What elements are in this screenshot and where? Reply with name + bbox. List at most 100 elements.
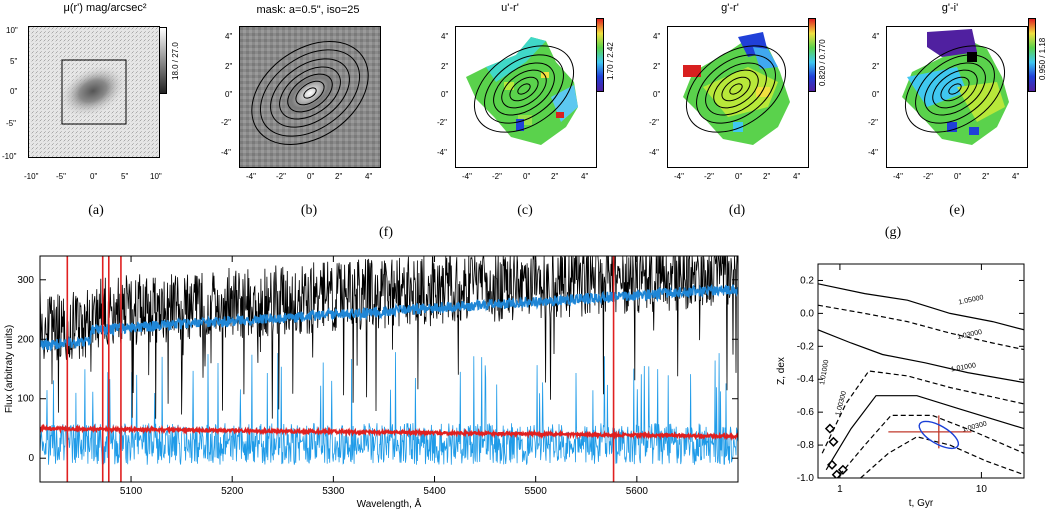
panel-e-xtick: 0" (954, 172, 962, 181)
panel-b-ytick: 2" (225, 62, 233, 71)
panel-a-image (28, 26, 160, 158)
y-tick-label: -1.0 (797, 473, 815, 484)
panel-e-image (886, 26, 1028, 168)
panel-a-xtick: -10" (24, 172, 39, 181)
y-axis-label: Flux (arbitraty units) (4, 325, 15, 413)
contour-marker (824, 423, 835, 434)
age-metallicity-chart: 1.050001.030001.010001.010001.003001.003… (776, 263, 1025, 509)
panel-a-colorbar (159, 27, 167, 94)
panel-a-xtick: -5" (56, 172, 66, 181)
panel-c-xtick: 2" (551, 172, 559, 181)
y-tick-label: -0.6 (797, 407, 815, 418)
y-tick-label: 200 (17, 334, 34, 345)
x-tick-label: 5600 (626, 486, 649, 497)
contour-line (839, 414, 1024, 476)
panel-d-xtick: -2" (704, 172, 714, 181)
panel-d-image (667, 26, 809, 168)
x-tick-label: 5300 (322, 486, 345, 497)
panel-e-xtick: 4" (1012, 172, 1020, 181)
y-tick-label: 0.0 (800, 308, 814, 319)
residuals-line (40, 352, 738, 465)
contour-line (818, 283, 1024, 331)
panel-b-ytick: 4" (225, 32, 233, 41)
y-tick-label: -0.2 (797, 341, 815, 352)
caption-b: (b) (300, 203, 318, 218)
panel-a-xtick: 0" (90, 172, 98, 181)
panel-e-cbar-label: 0.950 / 1.18 (1038, 37, 1047, 80)
y-tick-label: 0 (28, 453, 34, 464)
panel-a-ytick: 10" (6, 26, 18, 35)
contour-marker (837, 464, 848, 475)
x-tick-label: 5400 (423, 486, 446, 497)
panel-d-xtick: 2" (763, 172, 771, 181)
panel-b-ytick: 0" (225, 90, 233, 99)
spectrum-series-group (40, 256, 738, 482)
panel-d-xtick: -4" (674, 172, 684, 181)
panel-c-xtick: -2" (492, 172, 502, 181)
y-tick-label: 100 (17, 394, 34, 405)
panel-e-ytick: 4" (872, 32, 880, 41)
noise-level-line (40, 423, 738, 441)
panel-d-ytick: 2" (653, 62, 661, 71)
y-axis-label: Z, dex (776, 357, 787, 385)
panel-a-cbar-label: 18.0 / 27.0 (171, 42, 180, 80)
caption-a: (a) (88, 203, 104, 218)
panel-d-ytick: 4" (653, 32, 661, 41)
contour-line (821, 370, 1024, 454)
panel-a-ytick: 5" (10, 57, 18, 66)
panel-d-cbar-label: 0.820 / 0.770 (818, 39, 827, 86)
panel-d-colorbar (808, 18, 816, 92)
panel-a-svg (29, 27, 159, 157)
y-tick-label: 300 (17, 275, 34, 286)
panel-e-ytick: 2" (872, 62, 880, 71)
panel-c-svg (466, 37, 578, 145)
contour-line (825, 395, 1024, 471)
contour-label: 1.01000 (950, 362, 976, 373)
panel-e-colorbar (1028, 18, 1036, 92)
caption-d: (d) (728, 203, 746, 218)
spectrum-chart: 5100 5200 5300 5400 5500 5600 0 100 200 300 Wavele… (4, 255, 739, 510)
panel-c-ytick: -4" (437, 148, 447, 157)
panel-b-ytick: -2" (221, 118, 231, 127)
contour-line (818, 304, 1024, 351)
panel-d-title: g'-r' (721, 2, 739, 14)
panel-c-xtick: 0" (523, 172, 531, 181)
panel-c-xtick: -4" (462, 172, 472, 181)
caption-f: (f) (379, 225, 393, 240)
panel-d-ytick: 0" (653, 90, 661, 99)
panel-b-xtick: 0" (307, 172, 315, 181)
panel-a-xtick: 5" (121, 172, 129, 181)
contour-line (818, 329, 1024, 384)
x-tick-label: 5500 (525, 486, 548, 497)
panel-c-xtick: 4" (581, 172, 589, 181)
panel-d-svg (683, 32, 790, 145)
caption-e: (e) (949, 203, 965, 218)
contour-marker (827, 459, 838, 470)
y-tick-label: 0.2 (800, 275, 814, 286)
caption-c: (c) (517, 203, 533, 218)
panel-d-xtick: 4" (793, 172, 801, 181)
x-axis-label: Wavelength, Å (357, 497, 422, 510)
y-tick-label: -0.4 (797, 374, 815, 385)
panel-c-ytick: 0" (441, 90, 449, 99)
model-fit-line (40, 283, 738, 352)
panel-b-svg (240, 27, 380, 167)
panel-b-xtick: -2" (276, 172, 286, 181)
panel-c-colorbar (596, 18, 604, 92)
panel-b-xtick: 2" (335, 172, 343, 181)
panel-e-xtick: -4" (893, 172, 903, 181)
panel-e-xtick: 2" (982, 172, 990, 181)
panel-a-xtick: 10" (150, 172, 162, 181)
x-tick-label: 5100 (120, 486, 143, 497)
contour-label: 1.01000 (819, 359, 830, 385)
panel-b-image (239, 26, 381, 168)
panel-e-title: g'-i' (941, 2, 959, 14)
panel-e-ytick: -2" (868, 118, 878, 127)
panel-b-xtick: 4" (365, 172, 373, 181)
panel-a-ytick: -10" (2, 152, 17, 161)
panel-a-title: μ(r') mag/arcsec² (63, 2, 147, 14)
panel-e-xtick: -2" (923, 172, 933, 181)
y-tick-label: -0.8 (797, 440, 815, 451)
panel-c-ytick: 4" (441, 32, 449, 41)
panel-b-title: mask: a=0.5", iso=25 (256, 4, 360, 16)
